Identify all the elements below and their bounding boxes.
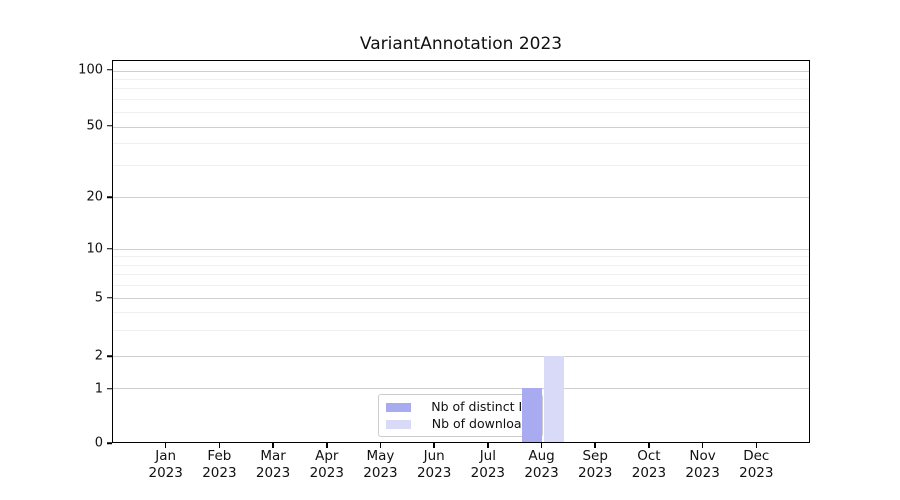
gridline-50 xyxy=(113,126,809,128)
gridline-minor xyxy=(113,111,809,113)
chart-title: VariantAnnotation 2023 xyxy=(359,34,563,54)
x-tick-label-aug: Aug 2023 xyxy=(524,448,559,481)
x-tick-mark xyxy=(648,443,650,448)
x-tick-mark xyxy=(540,443,543,448)
legend-swatch-distinct-ips xyxy=(386,402,411,412)
y-tick-mark xyxy=(107,297,112,299)
y-tick-mark xyxy=(107,248,112,250)
x-tick-label-dec: Dec 2023 xyxy=(739,448,774,481)
y-tick-label-0: 0 xyxy=(94,435,103,451)
gridline-minor xyxy=(113,142,809,144)
x-tick-label-nov: Nov 2023 xyxy=(685,448,720,481)
y-tick-mark xyxy=(107,125,112,127)
gridline-minor xyxy=(113,285,809,287)
x-tick-label-jan: Jan 2023 xyxy=(148,448,183,481)
x-tick-label-apr: Apr 2023 xyxy=(309,448,344,481)
x-tick-mark xyxy=(433,443,435,448)
y-tick-label-5: 5 xyxy=(94,290,103,306)
x-tick-mark xyxy=(487,443,489,448)
x-tick-label-may: May 2023 xyxy=(363,448,398,481)
gridline-minor xyxy=(113,274,809,276)
gridline-minor xyxy=(113,88,809,90)
gridline-minor xyxy=(113,99,809,101)
y-tick-label-20: 20 xyxy=(86,189,103,205)
x-tick-label-sep: Sep 2023 xyxy=(578,448,613,481)
plot-area: Nb of distinct IPs Nb of downloads xyxy=(112,60,810,443)
gridline-100 xyxy=(113,70,809,72)
y-tick-mark xyxy=(107,442,112,444)
x-tick-label-jun: Jun 2023 xyxy=(416,448,452,481)
gridline-minor xyxy=(113,329,809,331)
gridline-2 xyxy=(113,355,809,357)
gridline-minor xyxy=(113,165,809,167)
gridline-minor xyxy=(113,256,809,258)
legend-label-distinct-ips: Nb of distinct IPs xyxy=(431,399,536,414)
y-tick-label-2: 2 xyxy=(94,348,103,364)
gridline-minor xyxy=(113,79,809,81)
x-tick-label-mar: Mar 2023 xyxy=(255,448,291,481)
y-tick-mark xyxy=(107,196,112,198)
gridline-minor xyxy=(113,264,809,266)
y-tick-mark xyxy=(107,69,112,71)
y-tick-label-1: 1 xyxy=(94,381,103,397)
x-tick-mark xyxy=(379,443,382,448)
x-tick-label-jul: Jul 2023 xyxy=(470,448,506,481)
gridline-10 xyxy=(113,248,809,250)
legend: Nb of distinct IPs Nb of downloads xyxy=(378,394,543,437)
y-tick-label-50: 50 xyxy=(86,118,103,134)
x-tick-mark xyxy=(218,443,221,448)
x-tick-mark xyxy=(272,443,274,448)
x-tick-mark xyxy=(755,443,758,448)
gridline-1 xyxy=(113,388,809,390)
bar-aug-nb-of-downloads xyxy=(543,355,564,442)
gridline-minor xyxy=(113,312,809,314)
x-tick-mark xyxy=(701,443,704,448)
gridline-5 xyxy=(113,297,809,299)
bar-aug-nb-of-distinct-ips xyxy=(521,388,542,442)
legend-item-distinct-ips: Nb of distinct IPs xyxy=(386,400,536,414)
y-tick-label-10: 10 xyxy=(86,241,103,257)
x-tick-mark xyxy=(326,443,328,448)
gridline-20 xyxy=(113,197,809,199)
legend-swatch-downloads xyxy=(386,419,411,429)
legend-item-downloads: Nb of downloads xyxy=(386,417,536,431)
x-tick-label-feb: Feb 2023 xyxy=(202,448,237,481)
x-tick-mark xyxy=(594,443,596,448)
x-tick-mark xyxy=(164,443,167,448)
y-tick-mark xyxy=(107,355,112,357)
y-tick-label-100: 100 xyxy=(78,62,103,78)
y-tick-mark xyxy=(107,388,112,390)
legend-label-downloads: Nb of downloads xyxy=(431,416,536,431)
x-tick-label-oct: Oct 2023 xyxy=(631,448,667,481)
